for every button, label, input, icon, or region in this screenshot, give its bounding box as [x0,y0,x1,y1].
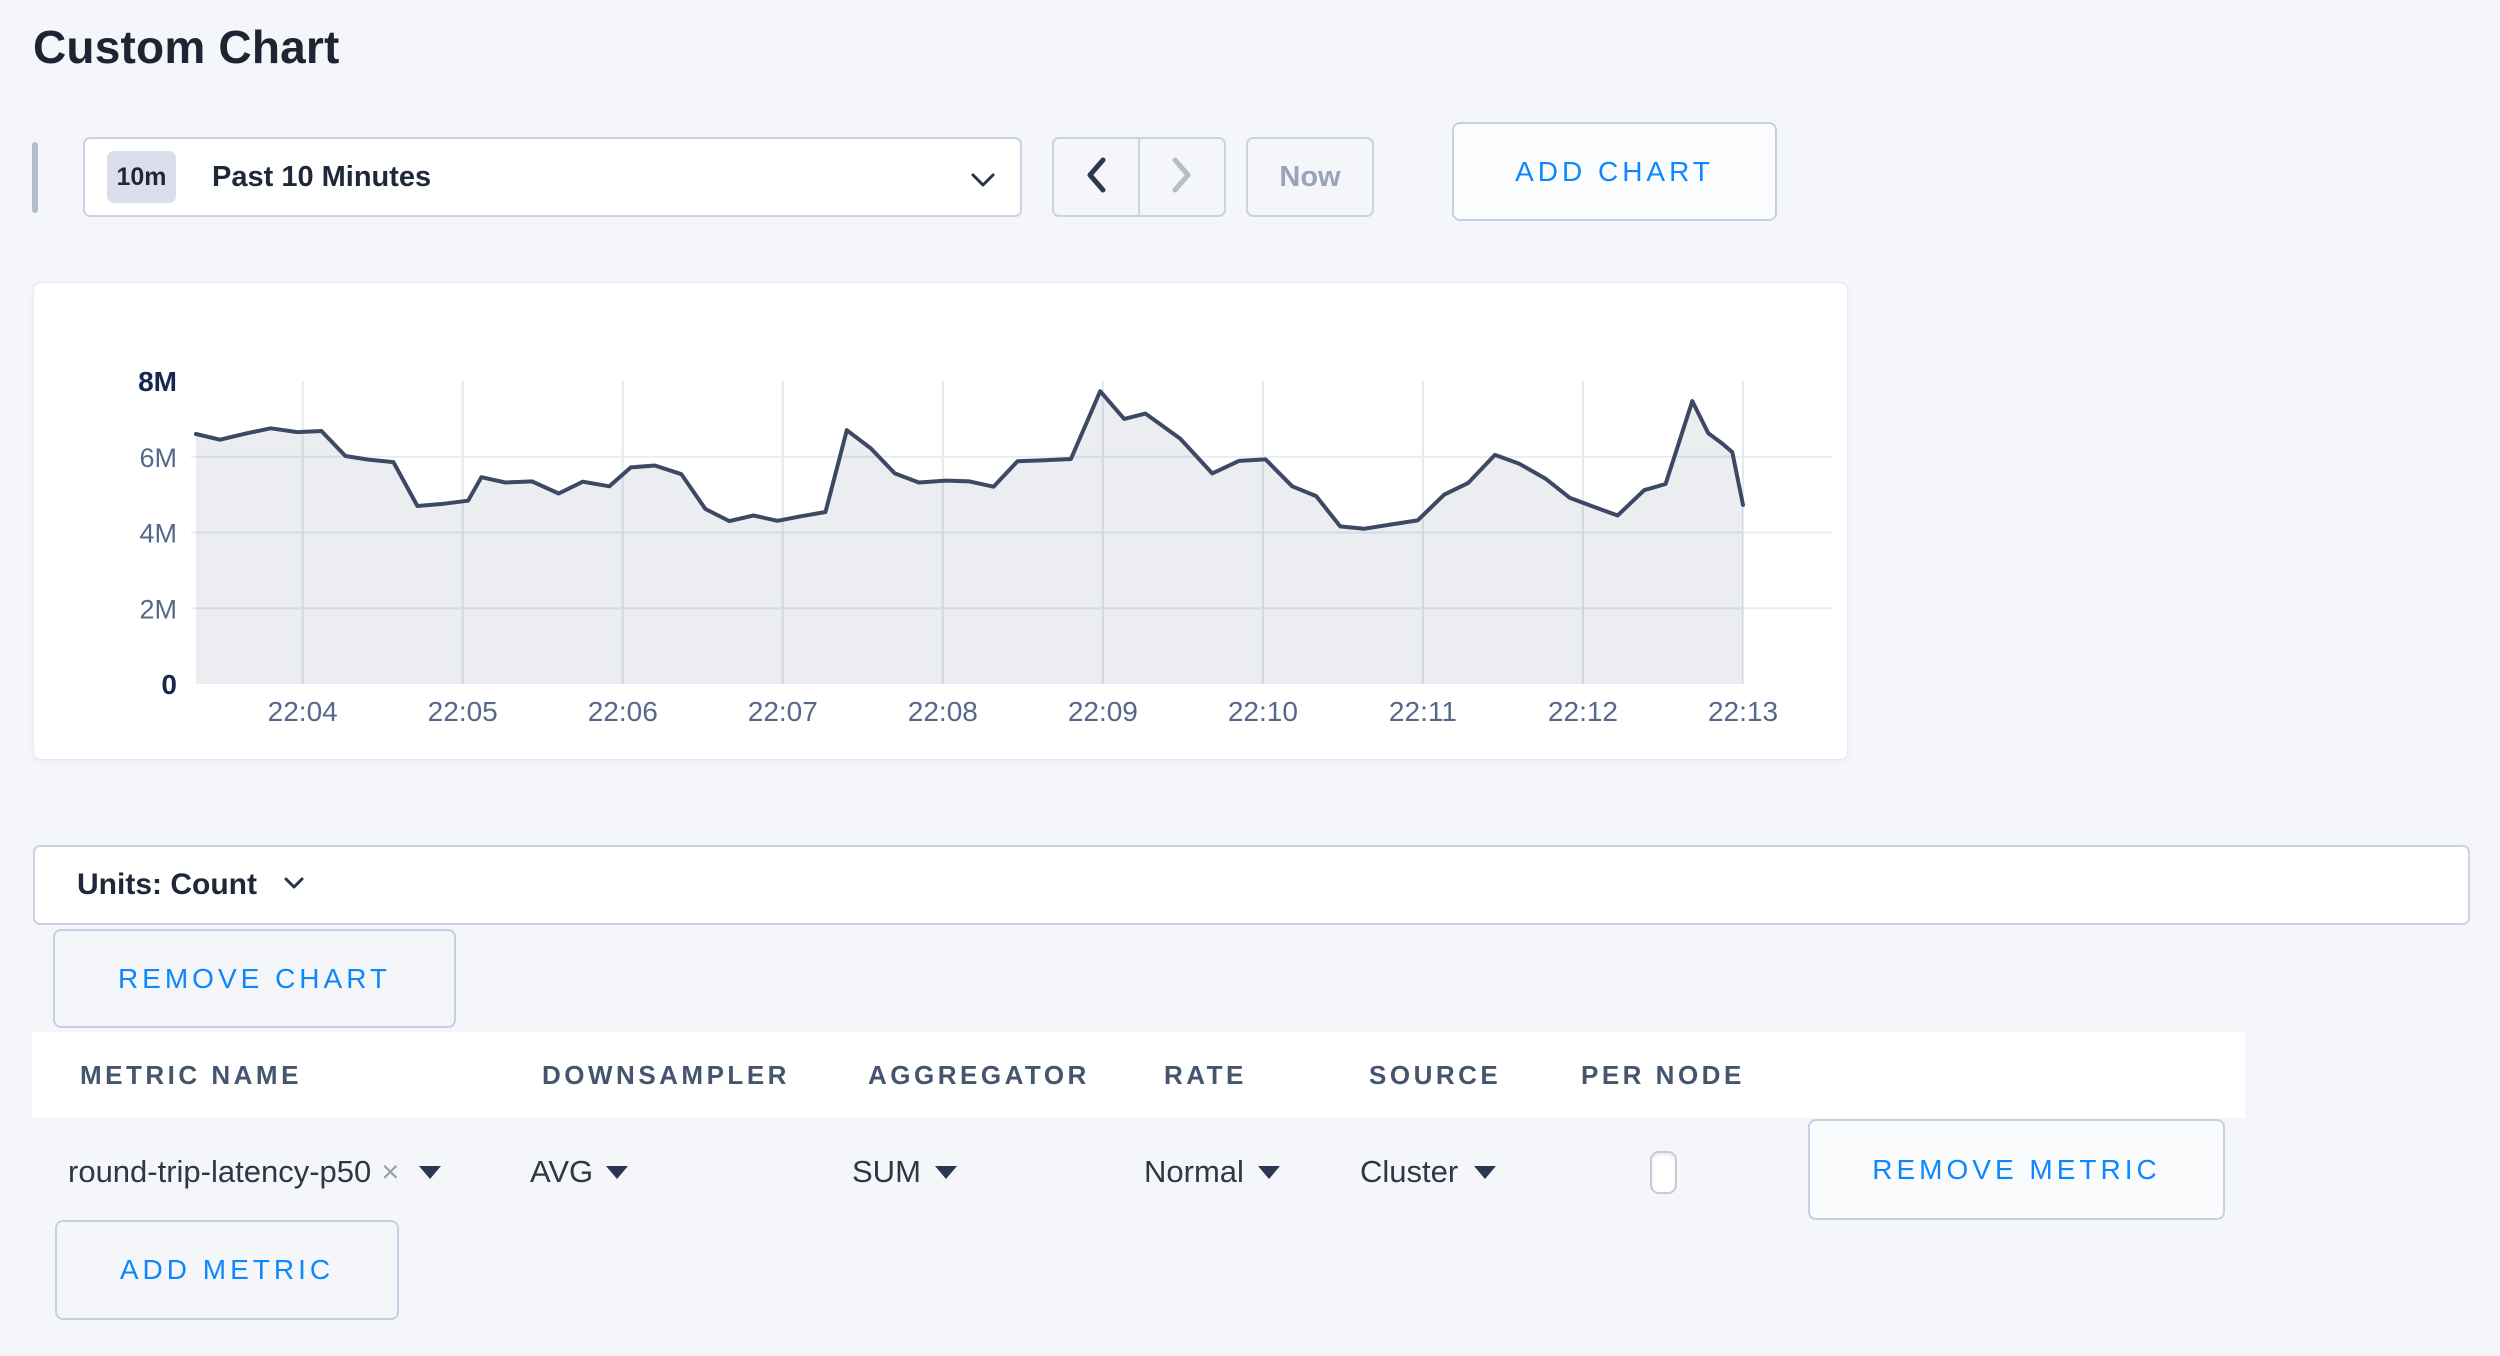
caret-down-icon [1474,1165,1497,1179]
time-window-select[interactable]: 10m Past 10 Minutes [83,137,1022,217]
header-aggregator: AGGREGATOR [868,1059,1090,1090]
svg-text:22:08: 22:08 [908,696,978,727]
svg-text:22:06: 22:06 [588,696,658,727]
page-title: Custom Chart [33,21,340,73]
caret-down-icon [934,1165,957,1179]
chevron-right-icon [1170,156,1194,199]
svg-text:22:05: 22:05 [428,696,498,727]
now-button-label: Now [1279,160,1341,193]
header-metric-name: METRIC NAME [80,1059,302,1090]
chevron-down-icon [970,172,996,193]
aggregator-value: SUM [852,1154,921,1189]
custom-chart-svg[interactable]: 0 2M 4M 6M 8M 22:04 22:05 22:06 22:07 22:08 22:09 2… [34,283,1849,761]
caret-down-icon [606,1165,629,1179]
source-value: Cluster [1360,1154,1459,1189]
units-label: Units: Count [77,868,257,901]
downsampler-value: AVG [530,1154,594,1189]
metric-name-select[interactable]: round-trip-latency-p50 [68,1147,442,1197]
aggregator-select[interactable]: SUM [852,1147,957,1197]
add-chart-button[interactable]: ADD CHART [1452,122,1777,221]
metrics-table-header: METRIC NAME DOWNSAMPLER AGGREGATOR RATE … [32,1032,2245,1118]
caret-down-icon [419,1165,442,1179]
remove-metric-button[interactable]: REMOVE METRIC [1808,1119,2225,1220]
remove-chart-button[interactable]: REMOVE CHART [53,929,456,1028]
rate-value: Normal [1144,1154,1244,1189]
chevron-left-icon [1084,156,1108,199]
now-button[interactable]: Now [1246,137,1374,217]
svg-text:6M: 6M [139,443,177,473]
svg-text:22:12: 22:12 [1548,696,1618,727]
metric-name-value: round-trip-latency-p50 [68,1154,372,1189]
svg-text:8M: 8M [138,366,177,397]
svg-text:2M: 2M [139,594,177,624]
header-source: SOURCE [1369,1059,1502,1090]
downsampler-select[interactable]: AVG [530,1147,629,1197]
svg-text:22:10: 22:10 [1228,696,1298,727]
remove-metric-label: REMOVE METRIC [1872,1153,2161,1185]
header-rate: RATE [1164,1059,1247,1090]
source-select[interactable]: Cluster [1360,1147,1497,1197]
prev-time-button[interactable] [1054,139,1140,215]
chevron-down-icon [283,876,305,895]
caret-down-icon [1257,1165,1280,1179]
header-downsampler: DOWNSAMPLER [542,1059,790,1090]
remove-metric-x-icon[interactable] [381,1154,399,1190]
svg-text:22:07: 22:07 [748,696,818,727]
rate-select[interactable]: Normal [1144,1147,1280,1197]
header-per-node: PER NODE [1581,1059,1745,1090]
time-window-badge: 10m [107,151,176,203]
add-metric-label: ADD METRIC [119,1254,335,1285]
svg-text:4M: 4M [139,519,177,549]
svg-text:0: 0 [161,669,177,700]
svg-text:22:13: 22:13 [1708,696,1778,727]
time-window-label: Past 10 Minutes [212,160,432,193]
chart-card: 0 2M 4M 6M 8M 22:04 22:05 22:06 22:07 22:08 22:09 2… [33,282,1848,760]
units-select[interactable]: Units: Count [33,845,2470,925]
add-metric-button[interactable]: ADD METRIC [55,1220,399,1320]
svg-text:22:11: 22:11 [1389,696,1457,727]
next-time-button[interactable] [1140,139,1224,215]
svg-text:22:09: 22:09 [1068,696,1138,727]
add-chart-label: ADD CHART [1515,155,1714,187]
remove-chart-label: REMOVE CHART [117,962,392,994]
per-node-checkbox[interactable] [1650,1151,1677,1194]
accent-bar [32,142,38,213]
svg-text:22:04: 22:04 [268,696,338,727]
time-nav-group [1052,137,1226,217]
